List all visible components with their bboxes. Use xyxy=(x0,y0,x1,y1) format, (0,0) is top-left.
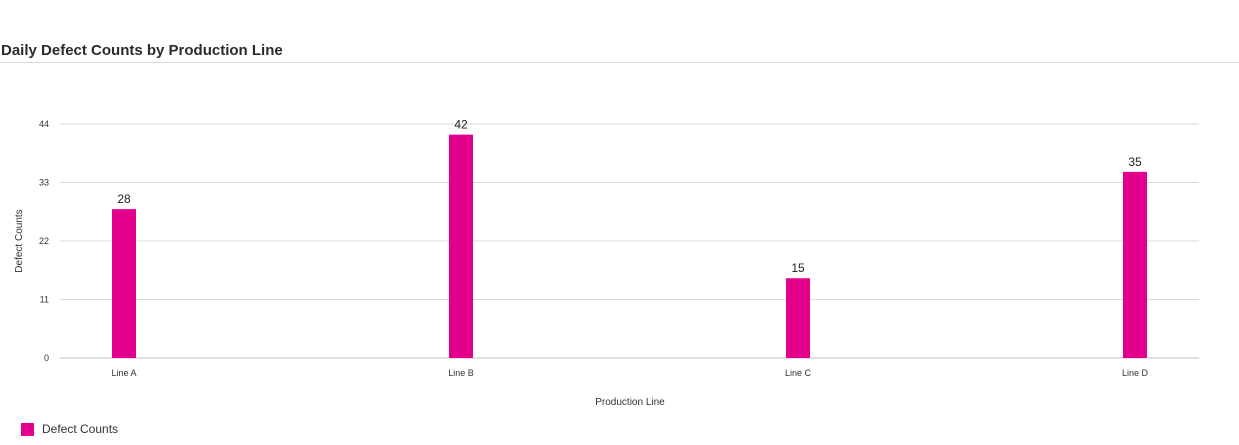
legend-swatch xyxy=(21,422,34,436)
bars xyxy=(112,134,1147,358)
x-tick-label: Line C xyxy=(785,368,812,378)
y-tick-label: 0 xyxy=(44,353,49,363)
legend-label: Defect Counts xyxy=(42,422,119,436)
y-tick-label: 22 xyxy=(39,236,49,246)
data-label: 35 xyxy=(1128,155,1142,169)
bar[interactable] xyxy=(1123,171,1147,358)
bar[interactable] xyxy=(112,209,136,358)
x-tick-label: Line D xyxy=(1122,368,1149,378)
x-tick-label: Line B xyxy=(448,368,474,378)
y-axis-title: Defect Counts xyxy=(14,209,25,272)
x-tick-label: Line A xyxy=(111,368,136,378)
data-label: 28 xyxy=(117,192,131,206)
x-axis-ticks: Line A Line B Line C Line D xyxy=(111,368,1148,378)
y-axis-ticks: 0 11 22 33 44 xyxy=(39,119,49,363)
x-axis-title: Production Line xyxy=(595,397,665,408)
bar[interactable] xyxy=(786,278,810,358)
y-tick-label: 33 xyxy=(39,178,49,188)
legend: Defect Counts xyxy=(21,422,118,436)
y-tick-label: 44 xyxy=(39,119,49,129)
title-divider xyxy=(0,62,1239,63)
data-label: 42 xyxy=(454,118,468,132)
chart-title: Daily Defect Counts by Production Line xyxy=(1,42,283,59)
gridlines xyxy=(60,123,1199,359)
data-labels: 28 42 15 35 xyxy=(117,118,1142,276)
y-tick-label: 11 xyxy=(40,295,49,305)
data-label: 15 xyxy=(791,261,805,275)
bar[interactable] xyxy=(449,134,473,358)
